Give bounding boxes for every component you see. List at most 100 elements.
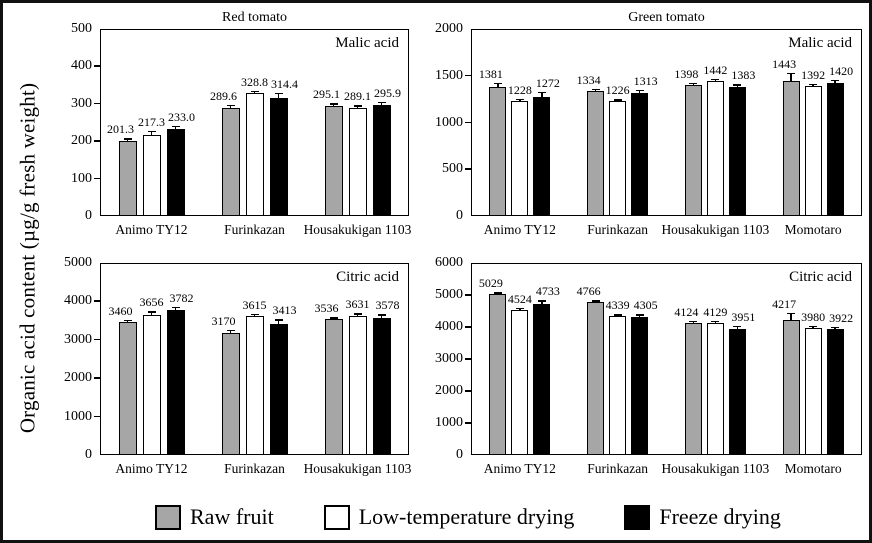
bar <box>804 85 822 216</box>
tick-label: 5000 <box>435 287 463 302</box>
value-label: 1226 <box>605 83 630 98</box>
bar <box>221 333 240 455</box>
error-bar <box>126 139 129 141</box>
error-bar <box>541 92 543 98</box>
tick-label: 5000 <box>64 255 92 270</box>
tick-label: 4000 <box>435 319 463 334</box>
error-bar <box>356 314 359 316</box>
error-bar-cap <box>809 325 818 328</box>
bar <box>166 128 185 216</box>
value-label: 4339 <box>605 298 630 313</box>
error-bar-cap <box>515 307 524 310</box>
tick-mark <box>94 102 100 105</box>
error-bar <box>638 90 641 94</box>
value-label: 295.1 <box>313 87 340 102</box>
error-bar <box>541 301 543 304</box>
category-label: Housakukigan 1103 <box>661 461 770 476</box>
category-label: Furinkazan <box>587 222 648 237</box>
category-label: Housakukigan 1103 <box>661 222 770 237</box>
tick-label: 1000 <box>64 408 92 424</box>
tick-mark <box>465 74 471 77</box>
bar <box>684 323 702 455</box>
error-bar-cap <box>591 300 600 302</box>
error-bar-cap <box>537 91 546 94</box>
category-label: Animo TY12 <box>483 222 556 237</box>
value-label: 314.4 <box>271 76 298 91</box>
error-bar-cap <box>635 314 644 316</box>
category-label: Animo TY12 <box>483 461 556 476</box>
error-bar-cap <box>123 319 132 322</box>
category-label: Animo TY12 <box>115 461 188 476</box>
bar <box>245 93 264 216</box>
error-bar <box>714 321 717 323</box>
bar <box>587 302 605 455</box>
panel-title-top-right: Green tomato <box>628 10 705 25</box>
value-label: 201.3 <box>107 122 134 137</box>
legend-label: Freeze drying <box>659 504 781 529</box>
value-label: 3413 <box>272 303 297 318</box>
error-bar-cap <box>226 329 235 332</box>
tick-label: 0 <box>456 447 463 462</box>
category-label: Housakukigan 1103 <box>303 461 412 476</box>
bar <box>489 294 507 455</box>
tick-mark <box>94 338 100 341</box>
tick-label: 0 <box>85 447 92 462</box>
bar <box>826 329 844 455</box>
bar <box>804 327 822 455</box>
value-label: 1398 <box>674 66 699 81</box>
bar <box>166 309 185 455</box>
error-bar <box>736 326 739 329</box>
error-bar <box>356 106 359 108</box>
category-label: Animo TY12 <box>115 222 188 237</box>
bar <box>142 134 161 216</box>
tick-label: 200 <box>71 133 92 149</box>
bar <box>348 107 367 216</box>
category-label: Momotaro <box>784 222 842 237</box>
error-bar <box>380 315 383 318</box>
tick-label: 3000 <box>435 351 463 366</box>
tick-mark <box>465 168 471 170</box>
bar <box>533 303 551 455</box>
bar <box>324 319 343 455</box>
bar <box>609 316 627 455</box>
acid-annotation-bottom-right: Citric acid <box>789 269 852 285</box>
value-label: 1383 <box>731 68 756 83</box>
value-label: 4766 <box>576 284 601 299</box>
tick-label: 4000 <box>64 293 92 309</box>
error-bar <box>253 91 256 94</box>
value-label: 5029 <box>478 276 503 291</box>
tick-label: 0 <box>85 208 92 223</box>
error-bar-cap <box>377 101 386 104</box>
error-bar <box>594 301 597 303</box>
error-bar-cap <box>537 300 546 302</box>
tick-label: 1000 <box>435 114 463 130</box>
error-bar-cap <box>711 78 720 81</box>
value-label: 233.0 <box>168 109 195 124</box>
error-bar <box>616 100 619 102</box>
value-label: 3631 <box>345 297 370 312</box>
error-bar <box>229 105 232 108</box>
error-bar <box>638 315 641 318</box>
error-bar-cap <box>493 82 502 85</box>
error-bar-cap <box>147 311 156 313</box>
tick-mark <box>465 358 471 360</box>
error-bar-cap <box>329 317 338 319</box>
error-bar-cap <box>733 84 742 86</box>
bar <box>609 101 627 216</box>
error-bar-cap <box>711 320 720 323</box>
error-bar-cap <box>250 90 259 93</box>
legend-swatch-low-temperature-drying <box>323 504 350 530</box>
error-bar-cap <box>329 103 338 105</box>
error-bar <box>519 308 521 311</box>
acid-annotation-top-right: Malic acid <box>788 35 852 51</box>
legend-swatch-raw-fruit <box>155 504 181 530</box>
error-bar <box>616 315 619 317</box>
error-bar-cap <box>787 72 796 75</box>
bar <box>706 322 724 455</box>
error-bar-cap <box>689 320 698 323</box>
tick-label: 400 <box>71 58 92 74</box>
bar <box>631 93 649 216</box>
error-bar <box>790 73 792 82</box>
value-label: 4129 <box>703 304 728 319</box>
